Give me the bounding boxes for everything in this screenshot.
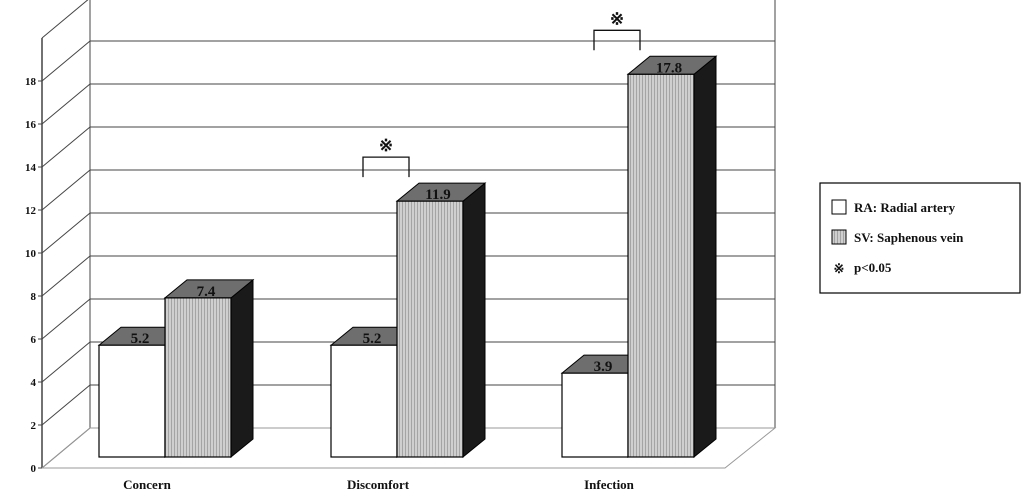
y-tick-label: 16: [25, 119, 37, 131]
data-label: 5.2: [363, 331, 382, 347]
bars: [97, 55, 718, 459]
legend-symbol: ※: [834, 261, 845, 276]
bar: [627, 73, 695, 458]
legend-swatch: [831, 199, 847, 215]
x-tick-label: Concern: [123, 477, 171, 492]
significance-bracket: [362, 156, 410, 178]
data-label: 17.8: [656, 60, 682, 76]
legend-label: p<0.05: [854, 260, 892, 275]
y-tick-label: 4: [31, 377, 37, 389]
y-tick-label: 10: [25, 248, 37, 260]
y-axis: 0 2 4 6 8 10 12 14 16 18: [25, 76, 42, 475]
bar: [330, 344, 398, 458]
bar-side: [693, 55, 717, 459]
gridline-side: [41, 212, 91, 254]
gridline-side: [41, 126, 91, 168]
legend: RA: Radial artery SV: Saphenous vein ※ p<0.…: [819, 182, 1021, 294]
significance-symbol: ※: [379, 136, 393, 155]
data-label: 11.9: [425, 187, 450, 203]
legend-swatch: [831, 229, 847, 245]
x-tick-label: Discomfort: [347, 477, 410, 492]
significance-symbol: ※: [610, 9, 624, 28]
data-label: 7.4: [197, 284, 216, 300]
data-labels: 5.2 7.4 5.2 11.9 3.9 17.8: [131, 60, 683, 375]
bar: [98, 344, 166, 458]
x-tick-label: Infection: [584, 477, 635, 492]
gridline-side: [41, 169, 91, 211]
side-wall-top: [41, 0, 89, 39]
legend-label: RA: Radial artery: [854, 200, 956, 215]
gridline-side: [41, 255, 91, 297]
bar: [164, 297, 232, 458]
bar: [396, 200, 464, 458]
gridline-side: [41, 40, 91, 82]
bar-side: [462, 182, 486, 459]
data-label: 5.2: [131, 331, 150, 347]
y-tick-label: 14: [25, 162, 37, 174]
legend-box: [819, 182, 1021, 294]
data-label: 3.9: [594, 359, 613, 375]
gridline-side: [41, 341, 91, 383]
y-tick-label: 6: [31, 334, 37, 346]
y-tick-label: 18: [25, 76, 37, 88]
y-tick-label: 12: [25, 205, 37, 217]
legend-label: SV: Saphenous vein: [854, 230, 964, 245]
floor: [40, 427, 777, 469]
gridline-side: [41, 83, 91, 125]
significance-markers: ※※: [362, 9, 641, 178]
significance-bracket: [593, 29, 641, 51]
y-tick-label: 2: [31, 420, 37, 432]
gridline-side: [41, 384, 91, 426]
y-tick-label: 8: [31, 291, 37, 303]
y-tick-label: 0: [31, 463, 37, 475]
gridline-side: [41, 298, 91, 340]
bar-side: [230, 278, 254, 459]
bar: [561, 372, 629, 458]
x-axis: Concern Discomfort Infection: [123, 477, 635, 492]
